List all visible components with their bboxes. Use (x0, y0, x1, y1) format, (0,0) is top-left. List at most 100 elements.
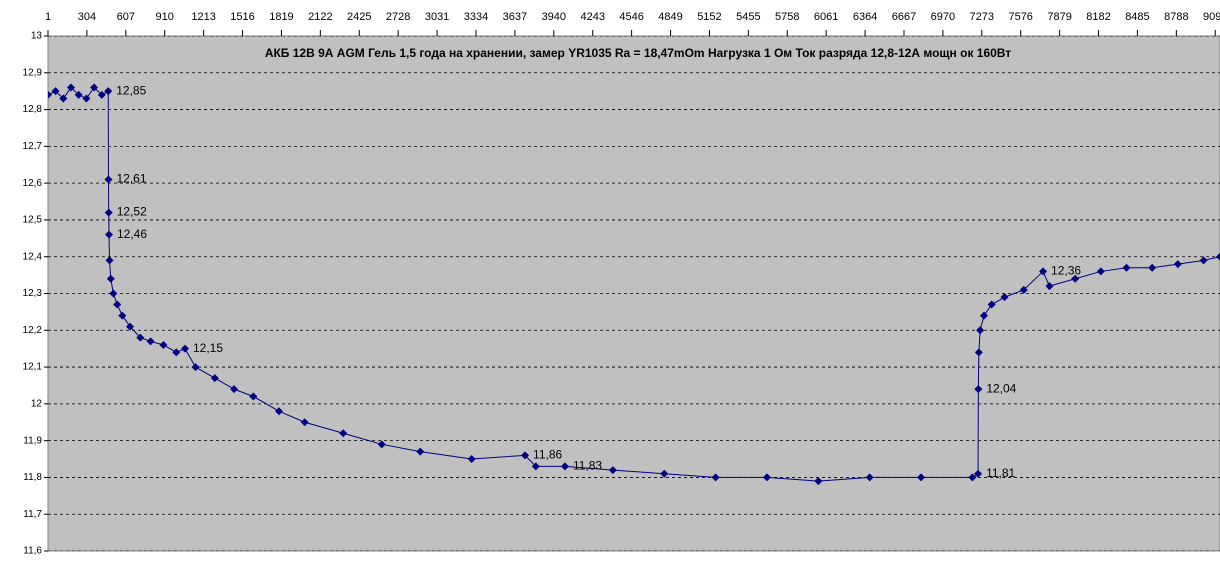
data-label: 11,83 (573, 459, 602, 473)
y-tick-label: 12,1 (23, 362, 43, 373)
data-point (51, 87, 60, 96)
y-tick-label: 12,7 (23, 141, 43, 152)
plot-area (47, 35, 1220, 552)
x-tick-label: 3031 (425, 11, 449, 23)
data-label: 12,15 (193, 341, 223, 355)
data-point (230, 385, 239, 394)
data-point (711, 473, 720, 482)
x-tick-label: 7576 (1008, 11, 1032, 23)
x-tick-label: 6364 (853, 11, 877, 23)
chart-title: АКБ 12В 9А AGM Гель 1,5 года на хранении… (265, 46, 1011, 60)
x-tick-label: 5455 (736, 11, 760, 23)
data-point (1019, 285, 1028, 294)
data-point (126, 322, 135, 331)
x-tick-label: 304 (78, 11, 96, 23)
y-tick-label: 11,6 (23, 546, 42, 557)
data-point (172, 348, 181, 357)
x-tick-label: 8485 (1125, 11, 1149, 23)
data-point (59, 94, 68, 103)
data-point (159, 341, 168, 349)
data-point (660, 469, 669, 478)
data-label: 12,04 (986, 381, 1016, 395)
data-point (191, 363, 200, 372)
data-point (976, 326, 985, 335)
data-point (1173, 260, 1182, 269)
x-tick-label: 1516 (230, 11, 254, 23)
x-tick-label: 8788 (1164, 11, 1188, 23)
y-tick-label: 12,9 (23, 67, 43, 78)
data-point (48, 90, 52, 99)
data-point (97, 90, 106, 99)
data-point (1216, 252, 1220, 261)
data-point (82, 94, 91, 103)
data-point (249, 392, 258, 401)
data-point (560, 462, 569, 471)
x-tick-label: 6970 (931, 11, 955, 23)
data-point (608, 466, 617, 475)
data-point (974, 348, 983, 357)
data-point (917, 473, 926, 482)
x-tick-label: 607 (117, 11, 135, 23)
x-tick-label: 2728 (386, 11, 410, 23)
data-point (1000, 293, 1009, 302)
data-point (210, 374, 219, 383)
data-point (1039, 267, 1048, 276)
data-point (467, 455, 476, 464)
x-tick-label: 910 (156, 11, 174, 23)
x-tick-label: 1819 (269, 11, 293, 23)
data-point (1096, 267, 1105, 276)
data-point (109, 289, 118, 298)
y-tick-label: 12,2 (23, 325, 43, 336)
plot (48, 36, 1220, 551)
data-point (104, 175, 113, 184)
x-tick-label: 2122 (308, 11, 332, 23)
data-label: 12,52 (117, 205, 147, 219)
data-point (275, 407, 284, 416)
data-label: 12,46 (117, 227, 147, 241)
x-tick-label: 3637 (503, 11, 527, 23)
data-label: 11,81 (986, 466, 1015, 480)
y-tick-label: 12,8 (23, 104, 43, 115)
data-point (136, 333, 145, 342)
data-point (104, 230, 113, 239)
data-point (105, 256, 114, 265)
data-point (521, 451, 530, 460)
x-tick-label: 4849 (658, 11, 682, 23)
y-tick-label: 12,6 (23, 178, 43, 189)
x-tick-label: 6667 (892, 11, 916, 23)
x-tick-label: 3334 (464, 11, 488, 23)
data-label: 12,61 (116, 172, 146, 186)
data-point (118, 311, 127, 320)
data-point (66, 83, 75, 92)
x-tick-label: 4243 (580, 11, 604, 23)
data-point (416, 447, 425, 456)
data-point (1148, 263, 1157, 272)
y-tick-label: 12 (31, 398, 43, 409)
data-point (300, 418, 309, 427)
data-point (113, 300, 122, 309)
data-point (814, 477, 823, 486)
data-point (146, 337, 155, 346)
data-point (1045, 282, 1054, 291)
data-point (1122, 263, 1131, 272)
data-point (104, 208, 113, 217)
data-point (531, 462, 540, 471)
data-point (987, 300, 996, 309)
x-tick-label: 4546 (619, 11, 643, 23)
x-tick-label: 1213 (191, 11, 215, 23)
x-tick-label: 8182 (1086, 11, 1110, 23)
x-tick-label: 6061 (814, 11, 838, 23)
data-point (90, 83, 99, 92)
x-tick-label: 5758 (775, 11, 799, 23)
data-point (979, 311, 988, 320)
x-tick-label: 7879 (1047, 11, 1071, 23)
data-point (974, 385, 983, 394)
data-point (377, 440, 386, 449)
y-tick-label: 12,3 (23, 288, 43, 299)
x-tick-label: 5152 (697, 11, 721, 23)
data-point (106, 274, 115, 283)
data-point (1199, 256, 1208, 265)
y-tick-label: 11,7 (23, 509, 42, 520)
